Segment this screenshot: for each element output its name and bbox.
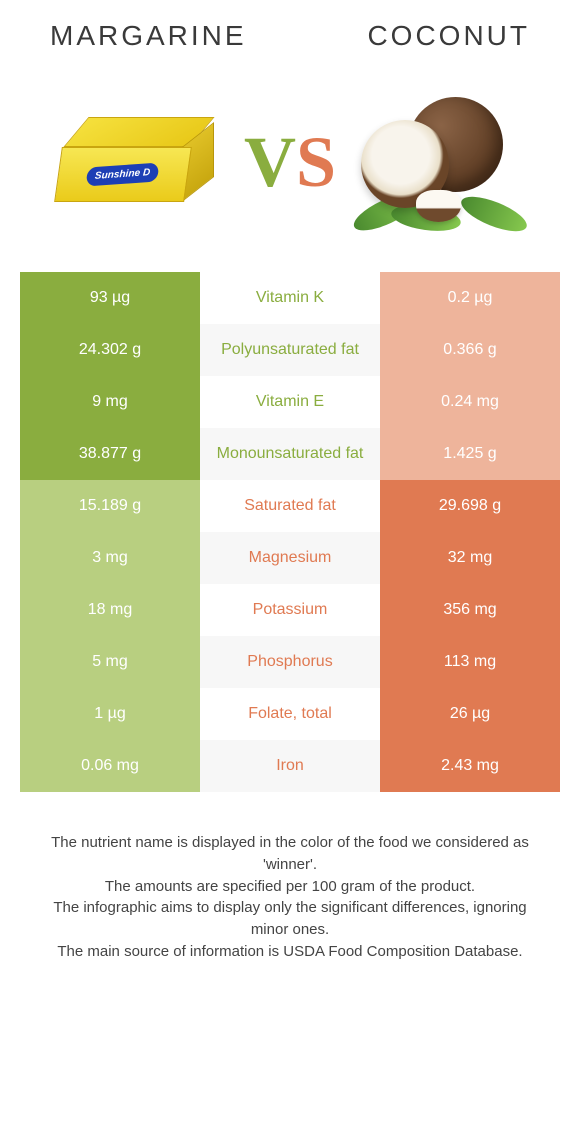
nutrient-name-cell: Monounsaturated fat xyxy=(200,428,380,480)
left-value-cell: 15.189 g xyxy=(20,480,200,532)
left-value-cell: 9 mg xyxy=(20,376,200,428)
vs-s: S xyxy=(296,122,336,202)
left-value-cell: 93 µg xyxy=(20,272,200,324)
table-row: 0.06 mgIron2.43 mg xyxy=(20,740,560,792)
left-value-cell: 3 mg xyxy=(20,532,200,584)
nutrient-name-cell: Polyunsaturated fat xyxy=(200,324,380,376)
title-row: Margarine Coconut xyxy=(0,20,580,52)
left-value-cell: 5 mg xyxy=(20,636,200,688)
table-row: 93 µgVitamin K0.2 µg xyxy=(20,272,560,324)
table-row: 18 mgPotassium356 mg xyxy=(20,584,560,636)
left-food-image: Sunshine D xyxy=(54,92,224,232)
right-value-cell: 356 mg xyxy=(380,584,560,636)
table-row: 9 mgVitamin E0.24 mg xyxy=(20,376,560,428)
left-value-cell: 38.877 g xyxy=(20,428,200,480)
vs-v: V xyxy=(244,122,296,202)
right-value-cell: 0.366 g xyxy=(380,324,560,376)
nutrient-name-cell: Phosphorus xyxy=(200,636,380,688)
nutrient-name-cell: Folate, total xyxy=(200,688,380,740)
left-value-cell: 24.302 g xyxy=(20,324,200,376)
right-value-cell: 113 mg xyxy=(380,636,560,688)
nutrient-name-cell: Iron xyxy=(200,740,380,792)
table-row: 38.877 gMonounsaturated fat1.425 g xyxy=(20,428,560,480)
margarine-box-icon: Sunshine D xyxy=(64,117,214,207)
left-value-cell: 18 mg xyxy=(20,584,200,636)
margarine-brand-label: Sunshine D xyxy=(87,163,160,187)
footer-line: The amounts are specified per 100 gram o… xyxy=(40,876,540,898)
left-value-cell: 0.06 mg xyxy=(20,740,200,792)
right-food-title: Coconut xyxy=(367,20,530,52)
left-value-cell: 1 µg xyxy=(20,688,200,740)
nutrient-name-cell: Vitamin E xyxy=(200,376,380,428)
right-value-cell: 29.698 g xyxy=(380,480,560,532)
right-food-image xyxy=(356,92,526,232)
nutrient-name-cell: Vitamin K xyxy=(200,272,380,324)
nutrient-name-cell: Saturated fat xyxy=(200,480,380,532)
right-value-cell: 26 µg xyxy=(380,688,560,740)
vs-label: VS xyxy=(244,126,336,198)
right-value-cell: 32 mg xyxy=(380,532,560,584)
infographic-container: Margarine Coconut Sunshine D VS 93 µgVit… xyxy=(0,0,580,963)
footer-notes: The nutrient name is displayed in the co… xyxy=(40,832,540,963)
table-row: 15.189 gSaturated fat29.698 g xyxy=(20,480,560,532)
right-value-cell: 1.425 g xyxy=(380,428,560,480)
right-value-cell: 0.2 µg xyxy=(380,272,560,324)
table-row: 3 mgMagnesium32 mg xyxy=(20,532,560,584)
nutrient-name-cell: Magnesium xyxy=(200,532,380,584)
nutrient-table: 93 µgVitamin K0.2 µg24.302 gPolyunsatura… xyxy=(20,272,560,792)
table-row: 1 µgFolate, total26 µg xyxy=(20,688,560,740)
left-food-title: Margarine xyxy=(50,20,247,52)
coconut-icon xyxy=(361,92,521,232)
hero-row: Sunshine D VS xyxy=(0,72,580,252)
table-row: 5 mgPhosphorus113 mg xyxy=(20,636,560,688)
right-value-cell: 2.43 mg xyxy=(380,740,560,792)
nutrient-name-cell: Potassium xyxy=(200,584,380,636)
footer-line: The nutrient name is displayed in the co… xyxy=(40,832,540,876)
right-value-cell: 0.24 mg xyxy=(380,376,560,428)
footer-line: The infographic aims to display only the… xyxy=(40,897,540,941)
footer-line: The main source of information is USDA F… xyxy=(40,941,540,963)
table-row: 24.302 gPolyunsaturated fat0.366 g xyxy=(20,324,560,376)
